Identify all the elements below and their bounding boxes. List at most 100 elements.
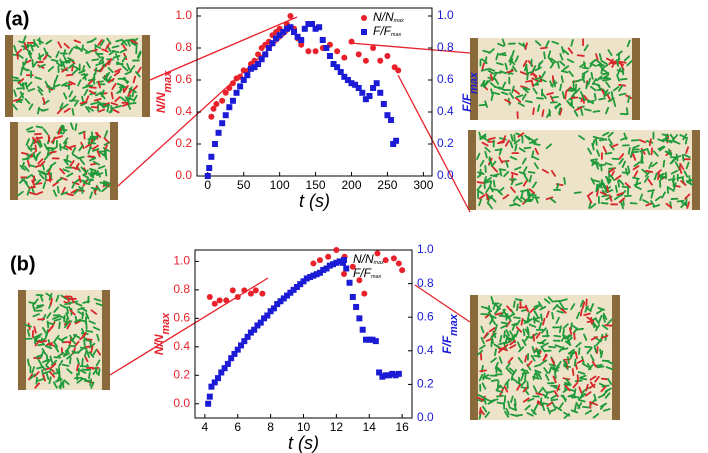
photo-stick: [647, 189, 655, 193]
photo-stick: [78, 175, 82, 184]
photo-stick: [73, 39, 81, 44]
photo-stick: [74, 123, 78, 132]
photo-stick: [26, 329, 31, 337]
photo-stick: [531, 72, 538, 79]
photo-stick: [595, 53, 599, 61]
photo-stick: [116, 82, 125, 87]
photo-stick: [536, 341, 545, 345]
marker: [377, 57, 384, 64]
photo-stick: [87, 137, 96, 141]
photo-stick: [26, 81, 33, 88]
photo-stick: [58, 359, 64, 367]
photo-stick: [600, 386, 607, 393]
marker: [237, 83, 244, 90]
photo-stick: [13, 98, 21, 102]
label-main: F/F: [440, 335, 454, 354]
photo-stick: [496, 394, 504, 398]
photo-stick: [490, 188, 499, 191]
photo-stick: [482, 137, 490, 142]
marker: [265, 45, 272, 51]
marker: [234, 346, 241, 353]
photo-stick: [95, 91, 103, 97]
marker: [291, 29, 298, 35]
photo-stick: [500, 347, 508, 352]
photo-stick: [130, 41, 138, 47]
photo-stick: [37, 107, 46, 112]
photo-stick: [481, 58, 488, 64]
photo-stick: [489, 174, 498, 178]
photo-stick: [661, 133, 670, 137]
photo-stick: [480, 82, 489, 87]
y2-tick-label: 0.6: [417, 309, 434, 323]
photo-stick: [487, 202, 493, 210]
marker: [238, 342, 245, 349]
photo-stick: [566, 58, 575, 64]
photo-stick: [78, 346, 85, 353]
photo-stick: [549, 80, 554, 88]
photo-stick: [514, 166, 522, 171]
photo-stick: [77, 156, 85, 160]
photo-stick: [525, 71, 534, 75]
photo-stick: [553, 334, 562, 338]
photo-stick: [644, 170, 651, 178]
photo-stick: [623, 132, 628, 140]
photo-stick: [605, 81, 611, 88]
marker: [221, 365, 228, 372]
photo-stick: [673, 182, 677, 190]
photo-stick: [651, 161, 658, 168]
photo-stick: [556, 310, 565, 314]
photo-stick: [103, 73, 109, 81]
photo-stick: [13, 45, 18, 53]
photo-stick: [671, 174, 675, 183]
photo-stick: [633, 161, 641, 167]
photo-stick: [88, 371, 91, 380]
photo-stick: [648, 161, 653, 169]
photo-stick: [48, 292, 53, 301]
marker: [316, 24, 323, 31]
photo-stick: [650, 190, 654, 199]
photo-stick: [92, 349, 98, 357]
photo-stick: [102, 180, 111, 185]
photo-stick: [516, 326, 523, 333]
photo-stick: [602, 315, 606, 323]
photo-stick: [510, 171, 519, 176]
photo-stick: [556, 384, 561, 392]
photo-stick: [532, 156, 540, 161]
photo-stick: [596, 188, 599, 197]
photo-stick: [96, 150, 101, 158]
photo-edge: [102, 290, 110, 390]
photo: [470, 38, 640, 120]
photo-stick: [616, 61, 624, 66]
photo-stick: [550, 357, 556, 366]
photo-stick: [598, 53, 603, 61]
photo: [10, 122, 118, 200]
photo-stick: [599, 403, 606, 410]
marker: [325, 253, 332, 260]
photo-stick: [43, 153, 50, 161]
label: F/Fmax: [373, 24, 401, 38]
photo-stick: [484, 150, 488, 159]
photo-stick: [526, 312, 531, 321]
photo-stick: [595, 184, 599, 193]
photo-stick: [535, 392, 544, 396]
marker: [361, 290, 368, 297]
photo-stick: [89, 191, 94, 199]
photo-stick: [534, 363, 542, 368]
photo-stick: [25, 174, 33, 180]
photo-stick: [561, 91, 565, 99]
marker: [208, 113, 215, 120]
photo-stick: [89, 378, 93, 387]
photo-stick: [66, 172, 74, 178]
photo-stick: [669, 133, 675, 141]
photo-stick: [478, 198, 483, 207]
photo-stick: [578, 134, 585, 141]
marker: [206, 165, 213, 171]
photo-stick: [586, 347, 592, 355]
photo-stick: [27, 51, 33, 60]
marker: [210, 105, 217, 112]
photo-stick: [68, 144, 77, 149]
label: F/Fmax: [440, 313, 460, 354]
photo-stick: [683, 170, 689, 178]
marker: [379, 373, 386, 380]
photo-stick: [607, 49, 613, 57]
